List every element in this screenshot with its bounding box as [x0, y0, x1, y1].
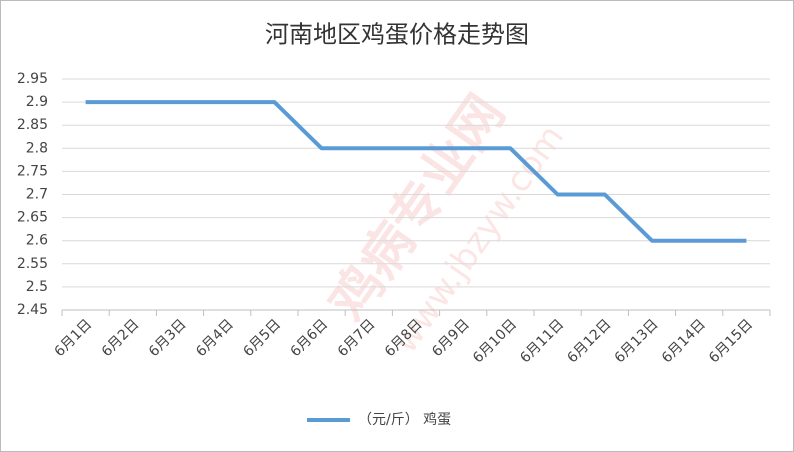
y-tick-label: 2.55 [17, 256, 48, 272]
y-tick-label: 2.8 [26, 140, 48, 156]
legend-label: （元/斤） 鸡蛋 [358, 411, 451, 428]
y-tick-label: 2.7 [26, 187, 48, 203]
y-tick-label: 2.65 [17, 210, 48, 226]
y-tick-label: 2.85 [17, 117, 48, 133]
y-tick-label: 2.5 [26, 279, 48, 295]
y-tick-label: 2.95 [17, 71, 48, 87]
y-tick-label: 2.6 [26, 233, 48, 249]
chart-title: 河南地区鸡蛋价格走势图 [265, 21, 529, 49]
y-tick-label: 2.9 [26, 94, 48, 110]
y-tick-label: 2.45 [17, 302, 48, 318]
line-series [85, 100, 747, 243]
y-tick-label: 2.75 [17, 163, 48, 179]
